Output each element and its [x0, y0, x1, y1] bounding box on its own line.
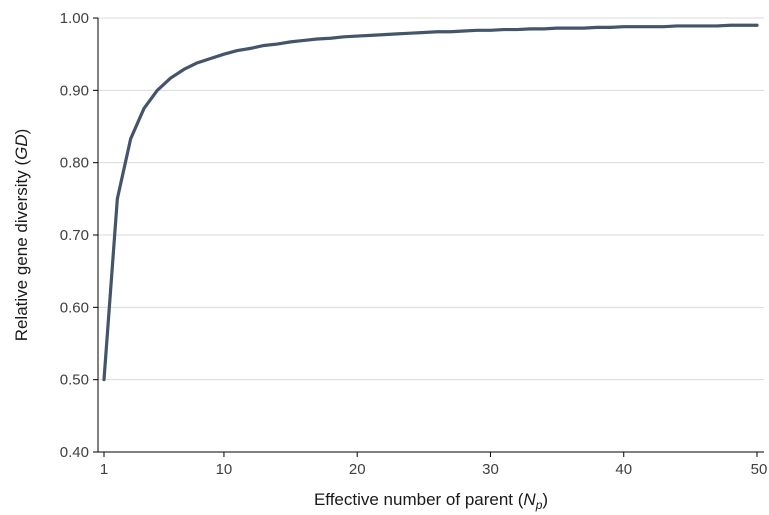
y-tick-label: 0.90 [60, 82, 89, 99]
y-ticks: 0.40 0.50 0.60 0.70 0.80 0.90 1.00 [60, 10, 98, 461]
y-tick-label: 0.50 [60, 372, 89, 389]
x-tick-label: 10 [216, 461, 233, 478]
y-axis-title: Relative gene diversity (GD) [12, 129, 31, 342]
y-tick-label: 0.40 [60, 444, 89, 461]
y-tick-label: 0.80 [60, 155, 89, 172]
x-tick-label: 20 [349, 461, 366, 478]
series-line [102, 23, 759, 382]
gridlines [98, 17, 764, 381]
x-tick-label: 1 [100, 461, 108, 478]
x-tick-label: 40 [615, 461, 632, 478]
y-tick-label: 1.00 [60, 10, 89, 27]
y-tick-label: 0.70 [60, 227, 89, 244]
x-ticks: 1 10 20 30 40 50 [100, 452, 768, 478]
x-tick-label: 30 [482, 461, 499, 478]
x-axis-title: Effective number of parent (Np) [314, 490, 548, 512]
y-tick-label: 0.60 [60, 299, 89, 316]
x-tick-label: 50 [751, 461, 768, 478]
